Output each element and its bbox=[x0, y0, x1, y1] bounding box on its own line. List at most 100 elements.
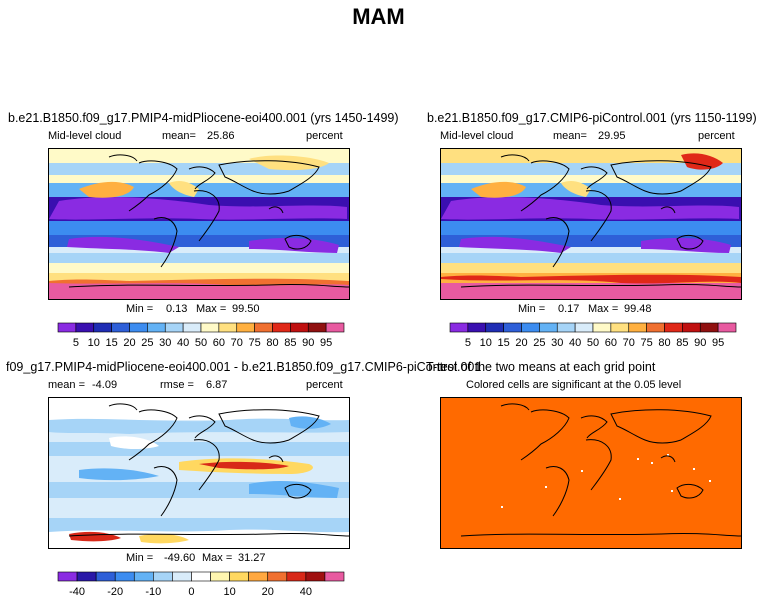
panel3-colorbar-swatch bbox=[57, 571, 78, 582]
panel4-map-svg bbox=[441, 398, 741, 548]
panel2-title: b.e21.B1850.f09_g17.CMIP6-piControl.001 … bbox=[427, 111, 757, 125]
panel3-map-svg bbox=[49, 398, 349, 548]
panel1-colorbar-tick-label: 95 bbox=[320, 337, 332, 348]
panel1-colorbar-tick-label: 20 bbox=[123, 337, 135, 348]
panel3-rmse-label: rmse = bbox=[160, 379, 194, 391]
panel1-colorbar-tick-label: 70 bbox=[231, 337, 243, 348]
panel1-colorbar-swatch bbox=[325, 322, 345, 333]
panel2-colorbar-tick-label: 25 bbox=[533, 337, 545, 348]
panel3-min-label: Min = bbox=[126, 552, 154, 564]
panel2-units: percent bbox=[698, 130, 735, 142]
panel2-colorbar-swatch bbox=[664, 322, 683, 333]
panel1-map bbox=[48, 148, 350, 300]
panel3-colorbar-swatch bbox=[172, 571, 192, 582]
panel2-colorbar-swatch bbox=[717, 322, 737, 333]
panel2-mean-value: 29.95 bbox=[598, 130, 626, 142]
panel2-colorbar-tick-label: 60 bbox=[605, 337, 617, 348]
panel2-min-label: Min = bbox=[518, 303, 546, 315]
panel2-colorbar-svg: 5 10 15 20 25 30 40 50 60 70 75 80 85 90 95 bbox=[449, 322, 737, 348]
panel2-colorbar-swatch bbox=[628, 322, 647, 333]
panel1-colorbar-swatch bbox=[111, 322, 130, 333]
panel3-colorbar-swatch bbox=[210, 571, 230, 582]
panel3-colorbar-swatch bbox=[324, 571, 345, 582]
panel3-colorbar-swatch bbox=[114, 571, 135, 582]
panel2-colorbar-swatch bbox=[556, 322, 576, 333]
panel2-colorbar-tick-label: 95 bbox=[712, 337, 724, 348]
panel3-colorbar-swatch bbox=[191, 571, 211, 582]
panel1-units: percent bbox=[306, 130, 343, 142]
panel3-colorbar-swatch bbox=[133, 571, 154, 582]
panel3-colorbar-swatch bbox=[248, 571, 269, 582]
panel1-colorbar-swatch bbox=[147, 322, 166, 333]
figure-title: MAM bbox=[352, 4, 405, 29]
panel3-colorbar-tick-label: -20 bbox=[107, 586, 123, 597]
panel1-colorbar-swatch bbox=[307, 322, 327, 333]
panel3-colorbar-tick-label: -40 bbox=[69, 586, 85, 597]
panel2-colorbar-tick-label: 5 bbox=[465, 337, 471, 348]
panel3-units: percent bbox=[306, 379, 343, 391]
panel3-map bbox=[48, 397, 350, 549]
panel3-colorbar-swatch bbox=[153, 571, 173, 582]
panel1-colorbar-tick-label: 40 bbox=[177, 337, 189, 348]
panel2-colorbar-swatch bbox=[646, 322, 665, 333]
panel3-colorbar: -40 -20 -10 0 10 20 40 bbox=[56, 571, 346, 597]
panel3-colorbar-svg: -40 -20 -10 0 10 20 40 bbox=[57, 571, 345, 597]
panel1-colorbar-swatch bbox=[93, 322, 112, 333]
panel3-mean-value: -4.09 bbox=[92, 379, 118, 391]
panel4-title: T-test of the two means at each grid poi… bbox=[426, 360, 656, 374]
panel1-colorbar-tick-label: 90 bbox=[302, 337, 314, 348]
panel2-colorbar-tick-label: 15 bbox=[498, 337, 510, 348]
panel2-map bbox=[440, 148, 742, 300]
panel3-colorbar-swatch bbox=[305, 571, 326, 582]
panel1-colorbar-swatch bbox=[254, 322, 273, 333]
panel3-colorbar-swatch bbox=[267, 571, 288, 582]
panel1-mean-value: 25.86 bbox=[207, 130, 235, 142]
panel2-colorbar-swatch bbox=[521, 322, 540, 333]
panel1-colorbar-tick-label: 60 bbox=[213, 337, 225, 348]
panel2-colorbar-tick-label: 70 bbox=[623, 337, 635, 348]
panel3-rmse-value: 6.87 bbox=[206, 379, 228, 391]
panel1-colorbar-swatch bbox=[200, 322, 220, 333]
panel3-colorbar-swatch bbox=[76, 571, 97, 582]
panel1-colorbar-swatch bbox=[75, 322, 95, 333]
panel2-colorbar-swatch bbox=[485, 322, 504, 333]
panel2-colorbar-swatch bbox=[503, 322, 522, 333]
panel2-colorbar: 5 10 15 20 25 30 40 50 60 70 75 80 85 90 95 bbox=[448, 322, 738, 348]
panel2-colorbar-swatch bbox=[574, 322, 594, 333]
panel3-colorbar-tick-label: -10 bbox=[145, 586, 161, 597]
panel1-colorbar-tick-label: 15 bbox=[106, 337, 118, 348]
panel3-max-value: 31.27 bbox=[238, 552, 266, 564]
panel2-colorbar-swatch bbox=[449, 322, 469, 333]
panel2-colorbar-tick-label: 20 bbox=[515, 337, 527, 348]
panel3-colorbar-tick-label: 0 bbox=[188, 586, 194, 597]
panel2-colorbar-swatch bbox=[682, 322, 701, 333]
panel1-colorbar-swatch bbox=[182, 322, 202, 333]
panel1-colorbar-swatch bbox=[164, 322, 184, 333]
panel4-subtitle: Colored cells are significant at the 0.0… bbox=[466, 379, 682, 391]
panel3-colorbar-tick-label: 40 bbox=[300, 586, 312, 597]
panel1-colorbar-tick-label: 85 bbox=[284, 337, 296, 348]
panel2-colorbar-tick-label: 90 bbox=[694, 337, 706, 348]
panel1-colorbar-swatch bbox=[57, 322, 77, 333]
panel3-colorbar-swatch bbox=[286, 571, 307, 582]
panel2-colorbar-tick-label: 85 bbox=[676, 337, 688, 348]
panel1-colorbar-swatch bbox=[290, 322, 309, 333]
panel1-colorbar-tick-label: 10 bbox=[88, 337, 100, 348]
panel3-colorbar-swatch bbox=[95, 571, 116, 582]
panel2-colorbar-swatch bbox=[699, 322, 719, 333]
panel2-colorbar-tick-label: 80 bbox=[658, 337, 670, 348]
panel1-min-value: 0.13 bbox=[166, 303, 188, 315]
panel1-max-label: Max = bbox=[196, 303, 227, 315]
panel2-mean-label: mean= bbox=[553, 130, 587, 142]
panel1-colorbar-swatch bbox=[129, 322, 148, 333]
panel4-map bbox=[440, 397, 742, 549]
panel1-colorbar-tick-label: 75 bbox=[249, 337, 261, 348]
panel2-max-label: Max = bbox=[588, 303, 619, 315]
panel1-map-svg bbox=[49, 149, 349, 299]
panel2-colorbar-tick-label: 40 bbox=[569, 337, 581, 348]
panel3-min-value: -49.60 bbox=[164, 552, 196, 564]
panel2-max-value: 99.48 bbox=[624, 303, 652, 315]
panel1-colorbar-tick-label: 50 bbox=[195, 337, 207, 348]
panel3-colorbar-tick-label: 20 bbox=[262, 586, 274, 597]
panel3-colorbar-tick-label: 10 bbox=[223, 586, 235, 597]
